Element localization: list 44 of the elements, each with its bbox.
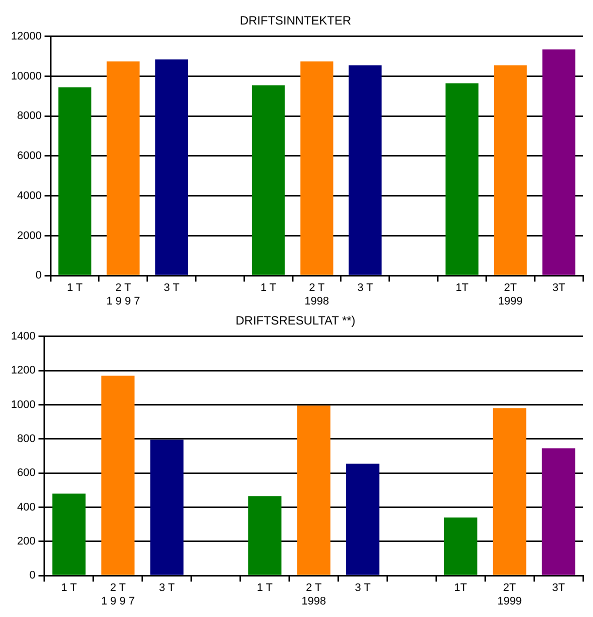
x-tick-label: 2 T 1998 bbox=[304, 282, 330, 308]
bar bbox=[150, 440, 184, 575]
y-tick-label: 200 bbox=[17, 535, 36, 548]
y-tick-label: 600 bbox=[17, 467, 36, 480]
bar bbox=[346, 464, 380, 575]
y-tick-label: 4000 bbox=[17, 190, 42, 202]
x-tick-label: 1 T bbox=[256, 582, 273, 594]
x-tick-label: 1 T bbox=[66, 282, 83, 294]
x-tick-label: 3 T bbox=[354, 582, 371, 594]
x-tick-label: 3T bbox=[552, 282, 566, 294]
y-tick-label: 400 bbox=[17, 501, 36, 514]
bar bbox=[542, 448, 576, 575]
chart-title: DRIFTSINNTEKTER bbox=[240, 14, 352, 28]
bar bbox=[297, 406, 330, 575]
y-tick-label: 1400 bbox=[10, 330, 36, 342]
x-tick-label: 3T bbox=[552, 582, 566, 594]
y-tick-label: 1000 bbox=[10, 398, 36, 411]
x-tick-label: 2 T 1998 bbox=[301, 582, 326, 608]
y-tick-label: 8000 bbox=[17, 110, 42, 122]
y-tick-label: 0 bbox=[29, 570, 36, 582]
y-tick-label: 6000 bbox=[17, 150, 42, 162]
y-tick-label: 0 bbox=[35, 270, 42, 282]
y-tick-label: 12000 bbox=[10, 30, 42, 42]
bar bbox=[248, 496, 282, 575]
x-tick-label: 2 T 1 9 9 7 bbox=[101, 582, 135, 608]
y-tick-label: 800 bbox=[17, 432, 36, 445]
y-tick-label: 10000 bbox=[10, 70, 42, 82]
x-tick-label: 2 T 1 9 9 7 bbox=[106, 282, 140, 308]
x-tick-label: 3 T bbox=[164, 282, 180, 294]
x-tick-label: 1T bbox=[456, 282, 469, 294]
x-tick-label: 1 T bbox=[260, 282, 277, 294]
bar bbox=[52, 494, 86, 575]
x-tick-label: 1T bbox=[454, 582, 468, 594]
x-tick-label: 1 T bbox=[61, 582, 78, 594]
bar bbox=[492, 408, 526, 575]
y-tick-label: 1200 bbox=[10, 364, 36, 377]
bar bbox=[101, 376, 135, 575]
bar bbox=[444, 518, 478, 575]
x-tick-label: 3 T bbox=[159, 582, 175, 594]
chart-title: DRIFTSRESULTAT **) bbox=[236, 314, 356, 328]
x-tick-label: 2T 1999 bbox=[498, 282, 523, 308]
x-tick-label: 2T 1999 bbox=[497, 582, 522, 608]
x-tick-label: 3 T bbox=[357, 282, 374, 294]
y-tick-label: 2000 bbox=[17, 230, 42, 242]
